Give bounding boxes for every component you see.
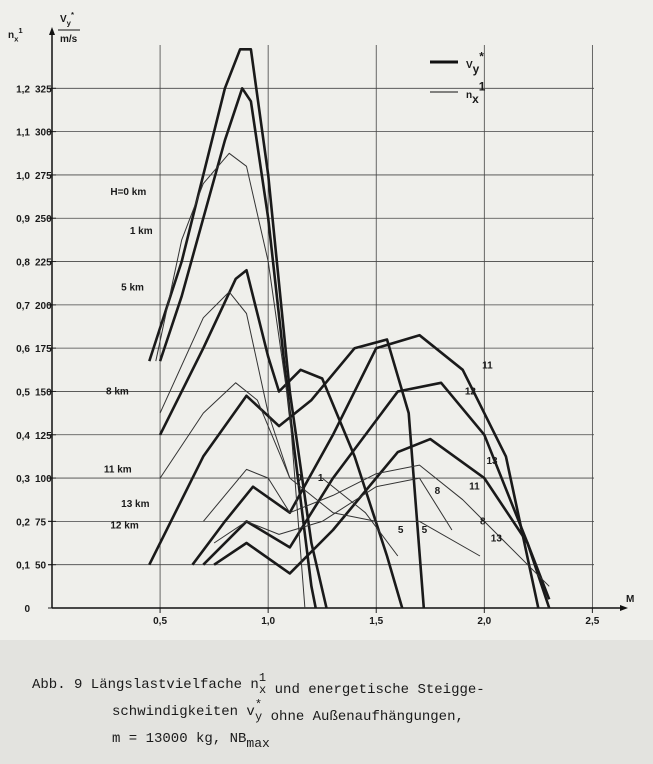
x-title: M bbox=[626, 594, 634, 605]
series-line bbox=[202, 464, 550, 587]
caption: Abb. 9 Längslastvielfache n1 x und energe… bbox=[32, 671, 485, 751]
caption-text: schwindigkeiten v bbox=[112, 704, 255, 720]
curve-label: 8 bbox=[480, 516, 486, 527]
legend-label-sup: * bbox=[479, 49, 484, 63]
y-tick-label: 0,6 bbox=[16, 344, 30, 355]
curve-label: 11 bbox=[469, 482, 480, 493]
y2-tick-label: 150 bbox=[35, 387, 52, 398]
series-line bbox=[148, 48, 328, 609]
series-line bbox=[202, 381, 551, 609]
y-tick-label: 0,5 bbox=[16, 387, 30, 398]
curve-label: 1 km bbox=[130, 226, 153, 237]
y2-title-unit: m/s bbox=[60, 34, 78, 45]
y2-title-sub: y bbox=[67, 18, 72, 27]
curve-label: 12 bbox=[465, 386, 477, 397]
caption-sub: y bbox=[255, 710, 262, 724]
x-tick-label: 2,0 bbox=[477, 616, 491, 627]
curve-label: 8 bbox=[435, 486, 441, 497]
y2-tick-label: 200 bbox=[35, 301, 52, 312]
y2-tick-label: 250 bbox=[35, 214, 52, 225]
x-arrow bbox=[620, 605, 628, 611]
caption-band bbox=[0, 640, 653, 764]
x-tick-label: 0,5 bbox=[153, 616, 167, 627]
curve-label: H=0 km bbox=[110, 187, 146, 198]
series-line bbox=[159, 291, 399, 557]
series-line bbox=[213, 437, 551, 600]
caption-text: ohne Außenaufhängungen, bbox=[262, 709, 464, 725]
curve-label: 8 km bbox=[106, 386, 129, 397]
caption-line: m = 13000 kg, NBmax bbox=[112, 731, 270, 751]
curve-label: 5 bbox=[398, 525, 404, 536]
legend-label-sup: 1 bbox=[479, 79, 486, 93]
y-title: nx1 bbox=[8, 26, 23, 43]
caption-text: Abb. 9 Längslastvielfache n bbox=[32, 677, 259, 693]
caption-sub: max bbox=[246, 736, 270, 751]
curve-label: 5 km bbox=[121, 283, 144, 294]
x-tick-label: 1,5 bbox=[369, 616, 383, 627]
y2-tick-label: 300 bbox=[35, 128, 52, 139]
caption-line: schwindigkeiten v* y ohne Außenaufhängung… bbox=[112, 698, 464, 725]
curve-label: 5 bbox=[422, 525, 428, 536]
caption-text: m = 13000 kg, NB bbox=[112, 731, 246, 747]
y2-tick-label: 100 bbox=[35, 474, 52, 485]
curve-label: 13 km bbox=[121, 499, 149, 510]
curve-label: 12 km bbox=[110, 521, 138, 532]
curve-label: 13 bbox=[486, 456, 498, 467]
curve-label: 1 bbox=[318, 473, 324, 484]
y-tick-label: 1,2 bbox=[16, 84, 30, 95]
y-arrow bbox=[49, 27, 55, 35]
y-tick-label: 0,4 bbox=[16, 431, 30, 442]
y2-tick-label: 50 bbox=[35, 561, 47, 572]
y-title-sup: 1 bbox=[18, 26, 23, 35]
caption-sup: * bbox=[255, 698, 262, 712]
curve-label: 13 bbox=[491, 534, 503, 545]
curve-label: 11 bbox=[482, 360, 493, 371]
legend-label-symbol: V bbox=[466, 60, 473, 71]
series-line bbox=[158, 87, 317, 609]
legend-label: Vy* bbox=[466, 49, 484, 76]
x-tick-label: 1,0 bbox=[261, 616, 275, 627]
legend-label-symbol: n bbox=[466, 90, 472, 101]
caption-line: Abb. 9 Längslastvielfache n1 x und energe… bbox=[32, 671, 485, 698]
y-tick-label: 0,3 bbox=[16, 474, 30, 485]
y2-tick-label: 225 bbox=[35, 258, 52, 269]
y-tick-label: 0,9 bbox=[16, 214, 30, 225]
x-tick-label: 2,5 bbox=[585, 616, 599, 627]
legend-label-sub: x bbox=[472, 92, 479, 106]
series-line bbox=[148, 338, 426, 609]
curve-label: 11 km bbox=[104, 464, 132, 475]
y2-tick-label: 175 bbox=[35, 344, 52, 355]
legend-label-sub: y bbox=[473, 62, 480, 76]
caption-sub: x bbox=[259, 683, 266, 697]
series-line bbox=[213, 477, 453, 544]
y-tick-label: 0 bbox=[24, 604, 30, 615]
y2-tick-label: 325 bbox=[35, 84, 52, 95]
legend-label: nx1 bbox=[466, 79, 486, 106]
y2-tick-label: 275 bbox=[35, 171, 52, 182]
y-tick-label: 1,0 bbox=[16, 171, 30, 182]
y-title-symbol: n bbox=[8, 30, 14, 41]
y2-title-symbol: V bbox=[60, 14, 67, 25]
curve-label: 0 bbox=[296, 473, 302, 484]
y-title-sub: x bbox=[14, 34, 19, 43]
y2-tick-label: 125 bbox=[35, 431, 52, 442]
series-line bbox=[159, 382, 481, 557]
series-line bbox=[155, 152, 306, 609]
y2-title: Vy* bbox=[60, 10, 74, 27]
y-tick-label: 0,8 bbox=[16, 258, 30, 269]
caption-text: und energetische Steigge- bbox=[266, 682, 484, 698]
caption-sup: 1 bbox=[259, 671, 266, 685]
y2-tick-label: 75 bbox=[35, 517, 47, 528]
y-tick-label: 1,1 bbox=[16, 128, 30, 139]
y2-title-sup: * bbox=[71, 10, 74, 19]
y-tick-label: 0,2 bbox=[16, 517, 30, 528]
series-line bbox=[191, 333, 540, 609]
y-tick-label: 0,7 bbox=[16, 301, 30, 312]
y-tick-label: 0,1 bbox=[16, 561, 30, 572]
